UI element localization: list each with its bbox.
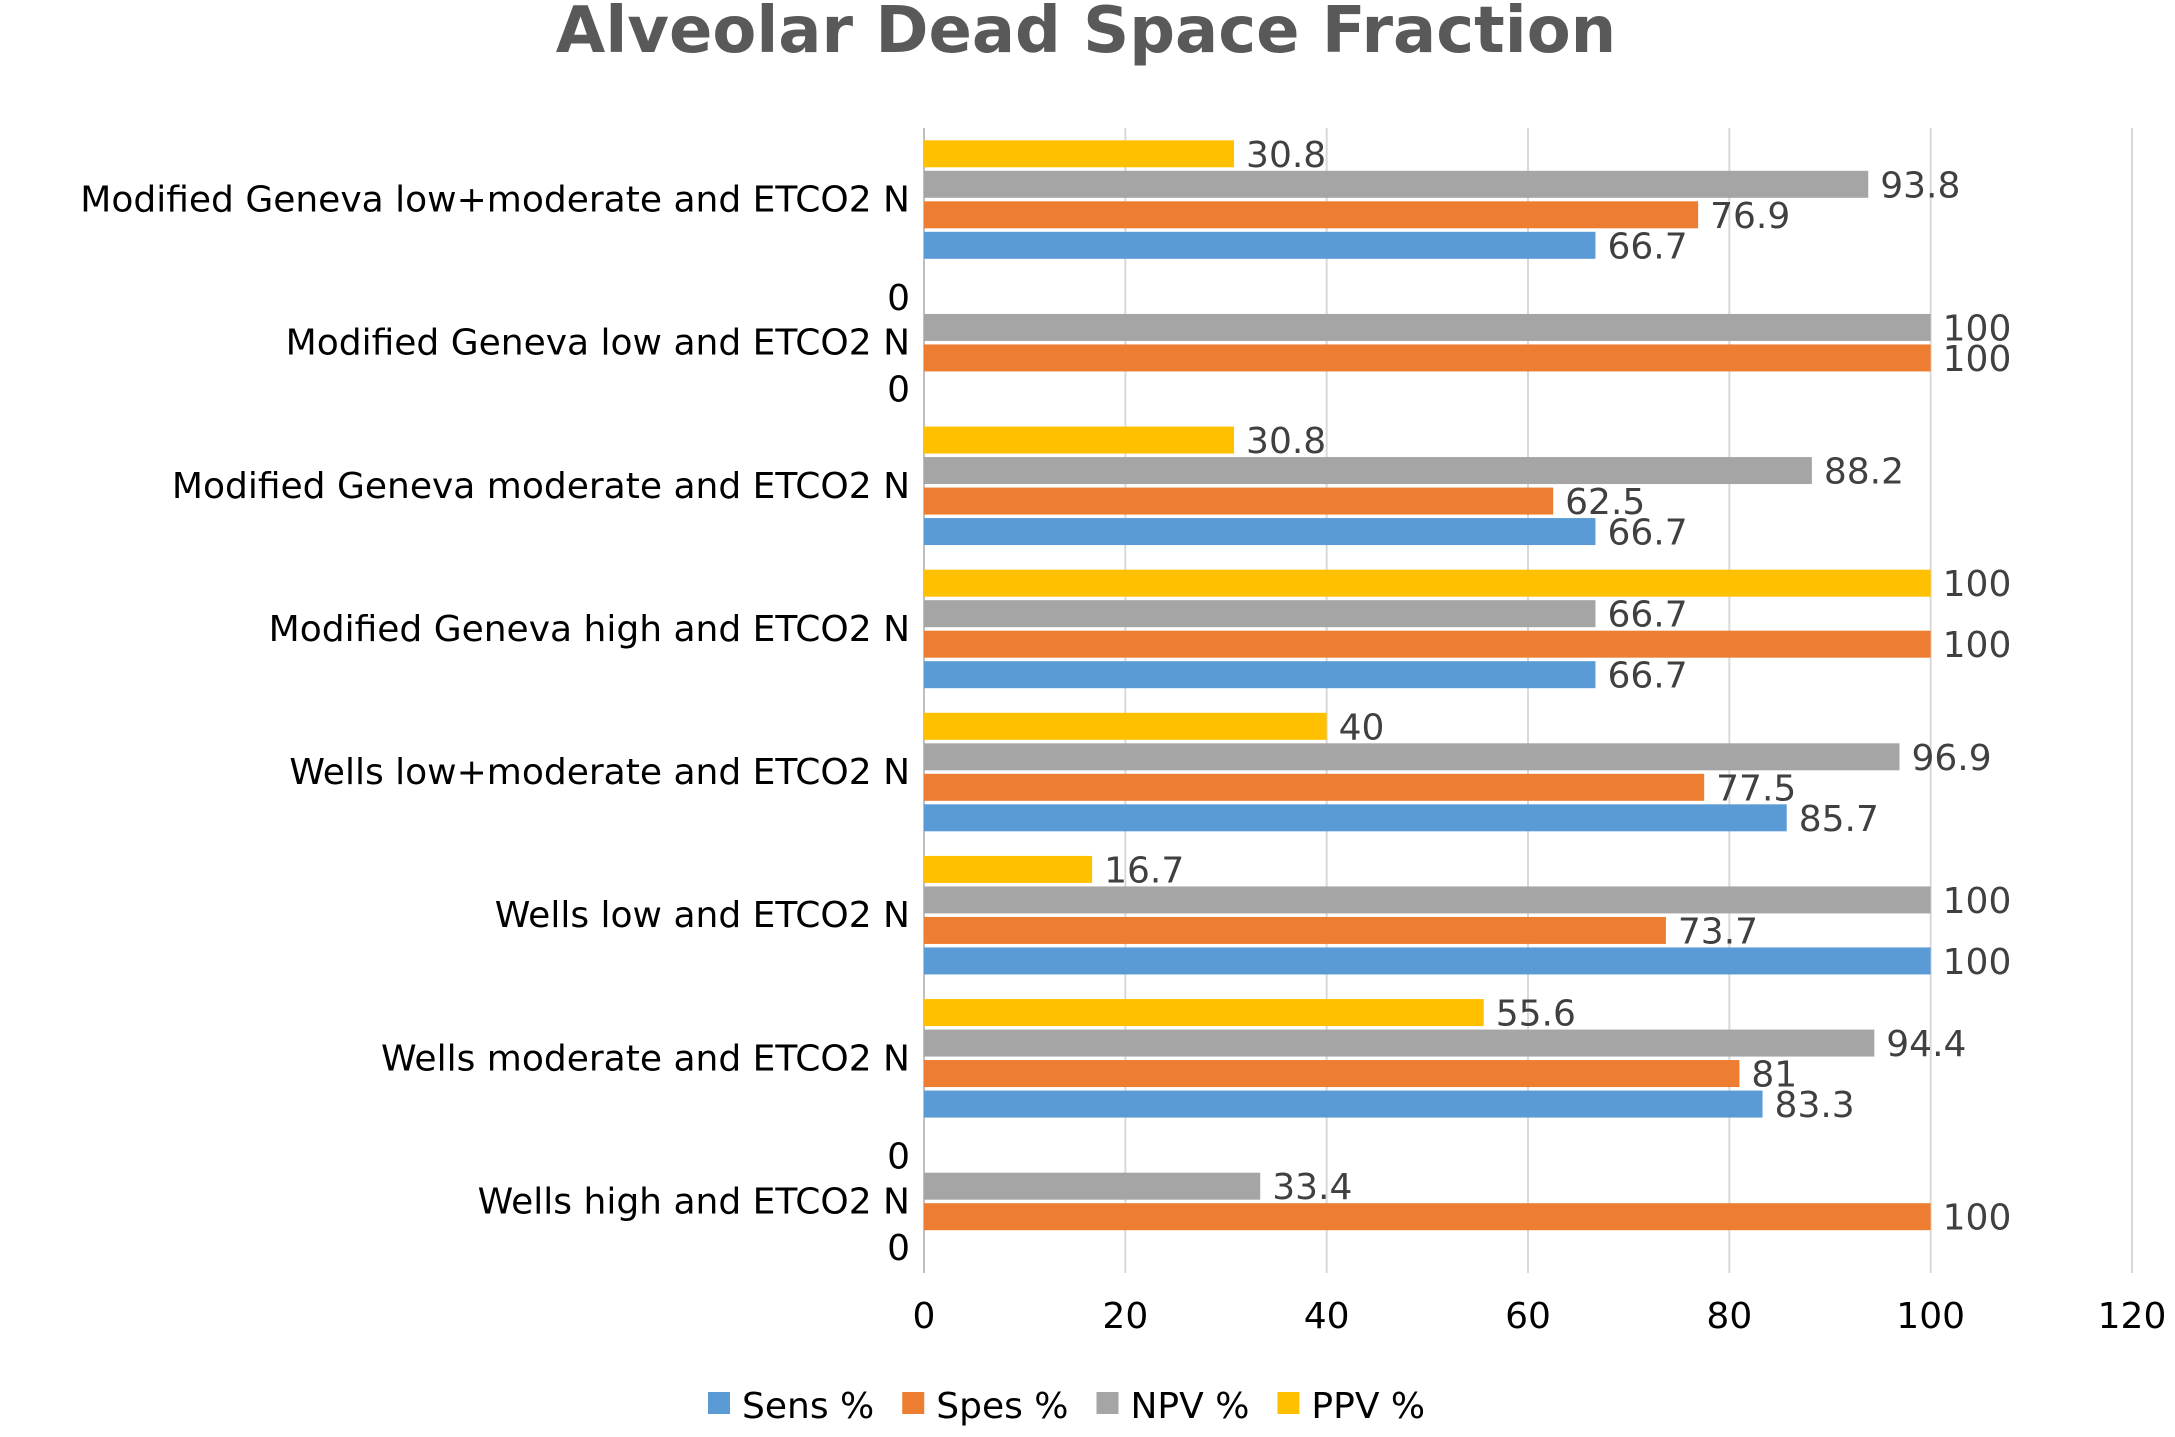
bar-sens — [924, 1090, 1763, 1118]
data-label: 100 — [1943, 308, 2012, 349]
category-label: Modified Geneva low and ETCO2 N — [286, 323, 910, 364]
bar-ppv — [924, 140, 1235, 168]
data-label: 94.4 — [1886, 1024, 1966, 1065]
x-tick-label: 40 — [1304, 1296, 1350, 1337]
data-label: 30.8 — [1246, 135, 1326, 176]
data-label: 0 — [887, 278, 910, 319]
data-label: 0 — [887, 369, 910, 410]
data-label: 66.7 — [1607, 595, 1687, 636]
legend-swatch-ppv — [1277, 1392, 1300, 1414]
data-label: 33.4 — [1272, 1167, 1352, 1208]
chart-title: Alveolar Dead Space Fraction — [556, 0, 1616, 68]
data-label: 85.7 — [1799, 799, 1879, 840]
x-tick-label: 100 — [1896, 1296, 1965, 1337]
data-labels: 30.893.876.966.70100100030.888.262.566.7… — [887, 135, 2011, 1269]
bar-spes — [924, 344, 1931, 372]
bar-sens — [924, 518, 1596, 546]
bar-spes — [924, 916, 1666, 944]
x-tick-labels: 0 20 40 60 80 100 120 — [913, 1296, 2167, 1337]
bar-npv — [924, 886, 1931, 914]
data-label: 88.2 — [1824, 452, 1904, 493]
data-label: 62.5 — [1565, 482, 1645, 523]
category-labels: Modified Geneva low+moderate and ETCO2 N… — [80, 180, 910, 1223]
x-tick-label: 120 — [2098, 1296, 2167, 1337]
legend-label: NPV % — [1131, 1386, 1250, 1427]
bar-spes — [924, 773, 1705, 801]
category-label: Wells low and ETCO2 N — [495, 895, 910, 936]
bar-spes — [924, 1203, 1931, 1231]
bar-ppv — [924, 426, 1235, 454]
data-label: 40 — [1339, 707, 1385, 748]
bar-spes — [924, 630, 1931, 658]
data-label: 96.9 — [1911, 738, 1991, 779]
bars — [924, 140, 1931, 1231]
category-label: Modified Geneva moderate and ETCO2 N — [172, 466, 910, 507]
bar-ppv — [924, 569, 1931, 597]
x-tick-label: 60 — [1505, 1296, 1551, 1337]
bar-npv — [924, 1029, 1875, 1057]
bar-sens — [924, 947, 1931, 975]
data-label: 100 — [1943, 1198, 2012, 1239]
data-label: 100 — [1943, 339, 2012, 380]
bar-npv — [924, 457, 1812, 485]
data-label: 100 — [1943, 881, 2012, 922]
legend-swatch-npv — [1096, 1392, 1119, 1414]
data-label: 0 — [887, 1228, 910, 1269]
bar-sens — [924, 804, 1787, 832]
legend-label: PPV % — [1311, 1386, 1425, 1427]
legend: Sens % Spes % NPV % PPV % — [708, 1386, 1425, 1427]
data-label: 55.6 — [1496, 994, 1576, 1035]
data-label: 66.7 — [1607, 226, 1687, 267]
data-label: 77.5 — [1716, 768, 1796, 809]
category-label: Wells low+moderate and ETCO2 N — [289, 752, 910, 793]
data-label: 0 — [887, 1137, 910, 1178]
legend-label: Sens % — [742, 1386, 874, 1427]
legend-swatch-sens — [708, 1392, 730, 1414]
bar-npv — [924, 313, 1931, 341]
bar-spes — [924, 487, 1554, 515]
bar-npv — [924, 170, 1869, 198]
data-label: 81 — [1751, 1055, 1797, 1096]
legend-label: Spes % — [936, 1386, 1068, 1427]
x-tick-label: 20 — [1102, 1296, 1148, 1337]
bar-spes — [924, 201, 1699, 229]
data-label: 66.7 — [1607, 656, 1687, 697]
x-tick-label: 80 — [1706, 1296, 1752, 1337]
data-label: 76.9 — [1710, 196, 1790, 237]
category-label: Wells moderate and ETCO2 N — [381, 1038, 910, 1079]
data-label: 100 — [1943, 942, 2012, 983]
x-tick-label: 0 — [913, 1296, 936, 1337]
bar-sens — [924, 661, 1596, 689]
category-label: Modified Geneva low+moderate and ETCO2 N — [80, 180, 910, 221]
bar-spes — [924, 1060, 1740, 1088]
data-label: 66.7 — [1607, 513, 1687, 554]
bar-ppv — [924, 712, 1327, 740]
data-label: 30.8 — [1246, 421, 1326, 462]
bar-ppv — [924, 855, 1093, 883]
bar-sens — [924, 231, 1596, 259]
data-label: 73.7 — [1678, 911, 1758, 952]
data-label: 100 — [1943, 625, 2012, 666]
bar-ppv — [924, 999, 1484, 1027]
bar-npv — [924, 600, 1596, 628]
bar-npv — [924, 743, 1900, 771]
bar-npv — [924, 1172, 1261, 1200]
data-label: 16.7 — [1104, 850, 1184, 891]
data-label: 93.8 — [1880, 165, 1960, 206]
data-label: 100 — [1943, 564, 2012, 605]
category-label: Wells high and ETCO2 N — [478, 1181, 910, 1222]
legend-swatch-spes — [902, 1392, 925, 1414]
category-label: Modified Geneva high and ETCO2 N — [269, 609, 910, 650]
data-label: 83.3 — [1775, 1085, 1855, 1126]
